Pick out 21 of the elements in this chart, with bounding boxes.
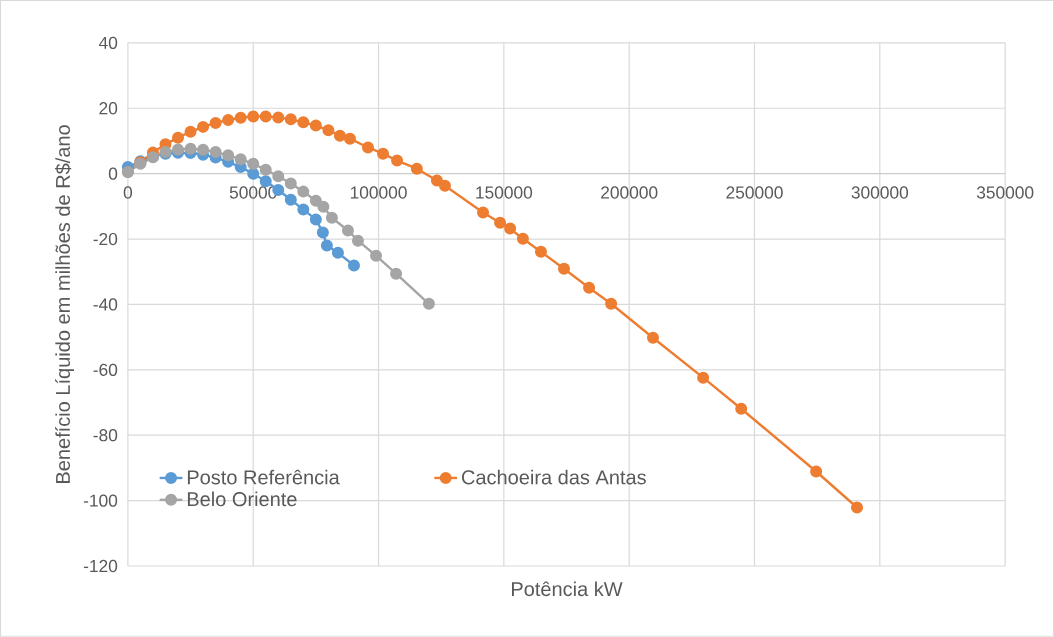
legend-label: Posto Referência [187, 469, 340, 485]
y-tick-label: 0 [108, 167, 118, 180]
x-tick-label: 0 [123, 186, 133, 199]
x-axis-title: Potência kW [511, 581, 623, 597]
y-tick-label: 20 [99, 102, 118, 115]
y-tick-label: -60 [93, 363, 118, 377]
x-tick-label: 200000 [601, 186, 658, 199]
legend-label: Cachoeira das Antas [461, 469, 646, 485]
y-tick-label: -20 [93, 232, 118, 246]
x-tick-label: 100000 [350, 186, 407, 199]
y-tick-label: -80 [93, 429, 118, 442]
x-tick-label: 150000 [476, 186, 533, 199]
y-tick-label: -40 [93, 298, 118, 311]
y-tick-label: 40 [98, 36, 118, 50]
x-tick-label: 250000 [726, 186, 783, 199]
legend-label: Belo Oriente [187, 491, 297, 507]
y-tick-label: -100 [83, 494, 118, 507]
y-tick-label: -120 [83, 559, 118, 573]
x-tick-label: 350000 [976, 186, 1034, 199]
x-tick-label: 300000 [851, 186, 909, 199]
y-axis-title: Benefício Líquido em milhões de R$/ano [55, 125, 74, 484]
